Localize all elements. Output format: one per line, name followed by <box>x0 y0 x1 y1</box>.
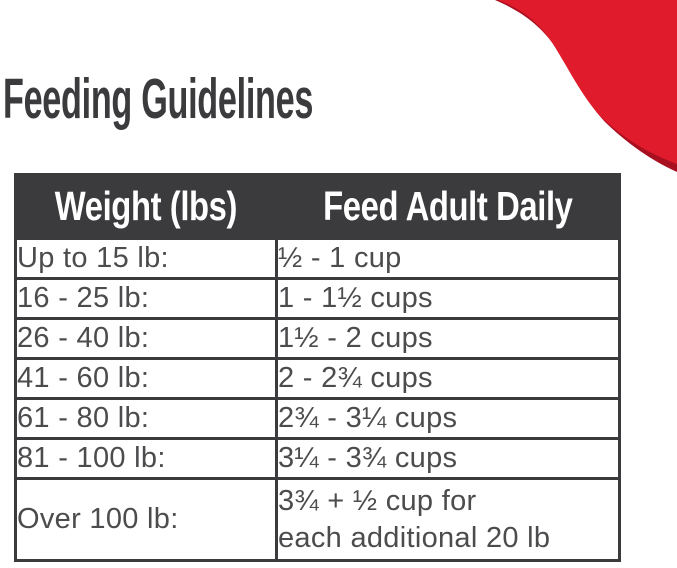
col-header-feed-daily-label: Feed Adult Daily <box>323 183 573 229</box>
weight-cell: 81 - 100 lb: <box>14 437 278 480</box>
table-row: 16 - 25 lb: 1 - 1½ cups <box>14 277 621 320</box>
page-title: Feeding Guidelines <box>3 67 314 131</box>
feeding-table-body: Up to 15 lb: ½ - 1 cup 16 - 25 lb: 1 - 1½ c… <box>14 237 621 562</box>
table-header-row: Weight (lbs) Feed Adult Daily <box>14 173 621 240</box>
weight-cell: 41 - 60 lb: <box>14 357 278 400</box>
amount-cell: 2 - 2¾ cups <box>275 357 621 400</box>
amount-cell: 3¼ - 3¾ cups <box>275 437 621 480</box>
table-row: Up to 15 lb: ½ - 1 cup <box>14 237 621 280</box>
table-row: Over 100 lb: 3¾ + ½ cup for each addition… <box>14 477 621 562</box>
col-header-weight-label: Weight (lbs) <box>54 183 238 229</box>
amount-cell: 2¾ - 3¼ cups <box>275 397 621 440</box>
amount-cell: ½ - 1 cup <box>275 237 621 280</box>
amount-cell: 1½ - 2 cups <box>275 317 621 360</box>
amount-cell: 1 - 1½ cups <box>275 277 621 320</box>
weight-cell: 16 - 25 lb: <box>14 277 278 320</box>
table-row: 41 - 60 lb: 2 - 2¾ cups <box>14 357 621 400</box>
weight-cell: 26 - 40 lb: <box>14 317 278 360</box>
col-header-weight: Weight (lbs) <box>14 173 278 240</box>
weight-cell: Over 100 lb: <box>14 477 278 562</box>
table-row: 81 - 100 lb: 3¼ - 3¾ cups <box>14 437 621 480</box>
feeding-table: Weight (lbs) Feed Adult Daily Up to 15 l… <box>14 173 621 562</box>
red-corner-blob <box>498 0 677 164</box>
table-row: 61 - 80 lb: 2¾ - 3¼ cups <box>14 397 621 440</box>
weight-cell: Up to 15 lb: <box>14 237 278 280</box>
col-header-feed-daily: Feed Adult Daily <box>275 173 621 240</box>
red-corner-shadow-edge <box>495 0 677 172</box>
amount-cell: 3¾ + ½ cup for each additional 20 lb <box>275 477 621 562</box>
weight-cell: 61 - 80 lb: <box>14 397 278 440</box>
table-row: 26 - 40 lb: 1½ - 2 cups <box>14 317 621 360</box>
